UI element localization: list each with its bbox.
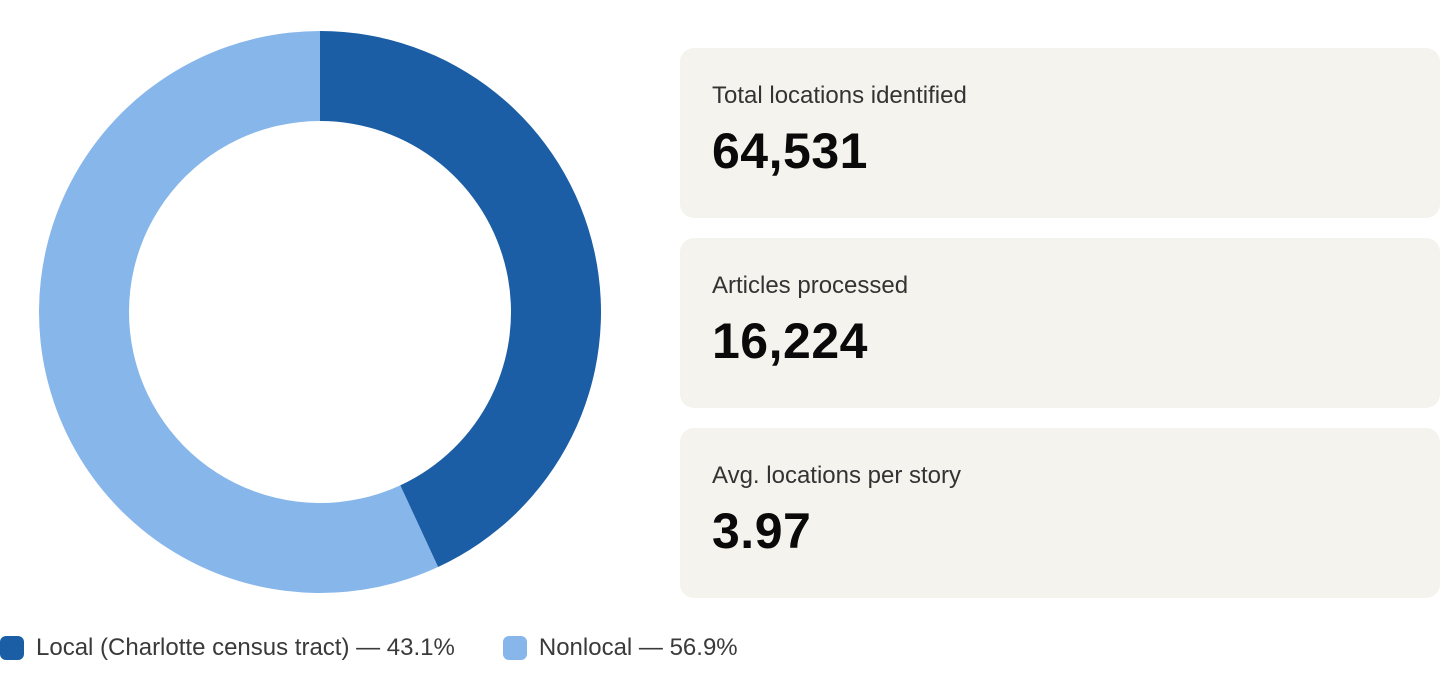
donut-slice-local	[320, 31, 601, 568]
donut-chart-svg	[38, 31, 601, 593]
stat-value: 16,224	[712, 313, 868, 369]
stat-card-total-locations: Total locations identified 64,531	[680, 48, 1440, 218]
stat-card-avg-locations: Avg. locations per story 3.97	[680, 428, 1440, 598]
legend-swatch-local	[0, 636, 24, 660]
stat-value: 64,531	[712, 123, 868, 179]
chart-legend: Local (Charlotte census tract) — 43.1% N…	[0, 630, 786, 666]
stats-panel: Total locations identified 64,531 Articl…	[680, 48, 1440, 618]
donut-chart	[38, 30, 602, 594]
stat-label: Articles processed	[712, 272, 909, 299]
stat-card-articles-processed: Articles processed 16,224	[680, 238, 1440, 408]
stat-label: Avg. locations per story	[712, 462, 962, 489]
legend-swatch-nonlocal	[502, 636, 527, 660]
legend-label-local: Local (Charlotte census tract) — 43.1%	[36, 634, 455, 661]
legend-label-nonlocal: Nonlocal — 56.9%	[538, 634, 738, 661]
legend-item-local: Local (Charlotte census tract) — 43.1%	[0, 634, 455, 662]
legend-item-nonlocal: Nonlocal — 56.9%	[502, 634, 738, 662]
stat-value: 3.97	[712, 503, 812, 559]
donut-slice-nonlocal	[38, 31, 439, 593]
stat-label: Total locations identified	[712, 82, 967, 109]
